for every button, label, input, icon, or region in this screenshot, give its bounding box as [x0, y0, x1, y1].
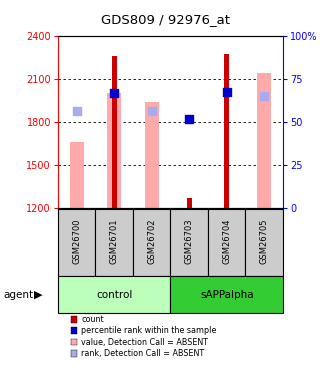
Text: GSM26701: GSM26701 [110, 218, 119, 264]
Bar [170, 276, 283, 313]
Text: value, Detection Call = ABSENT: value, Detection Call = ABSENT [81, 338, 208, 346]
Text: count: count [81, 315, 104, 324]
Bar [187, 198, 192, 208]
Text: agent: agent [3, 290, 33, 300]
Point [112, 90, 117, 96]
Text: percentile rank within the sample: percentile rank within the sample [81, 326, 216, 335]
Bar [107, 93, 121, 208]
Bar [145, 102, 159, 208]
Text: GSM26702: GSM26702 [147, 218, 156, 264]
Bar [133, 209, 170, 276]
Text: rank, Detection Call = ABSENT: rank, Detection Call = ABSENT [81, 349, 204, 358]
Text: ▶: ▶ [34, 290, 42, 300]
Bar [208, 209, 246, 276]
Point [224, 88, 229, 94]
Bar [95, 209, 133, 276]
Bar [70, 142, 84, 208]
Point [261, 93, 267, 99]
Bar [257, 73, 271, 208]
Text: sAPPalpha: sAPPalpha [200, 290, 254, 300]
Point [74, 108, 79, 114]
Bar [170, 209, 208, 276]
Point [187, 116, 192, 122]
Point [149, 108, 154, 114]
Text: GSM26704: GSM26704 [222, 218, 231, 264]
Bar [58, 209, 95, 276]
Text: control: control [96, 290, 132, 300]
Bar [246, 209, 283, 276]
Text: GSM26705: GSM26705 [260, 218, 269, 264]
Text: GSM26703: GSM26703 [185, 218, 194, 264]
Text: GSM26700: GSM26700 [72, 218, 81, 264]
Bar [112, 56, 117, 208]
Bar [224, 54, 229, 208]
Text: GDS809 / 92976_at: GDS809 / 92976_at [101, 13, 230, 26]
Bar [58, 276, 170, 313]
